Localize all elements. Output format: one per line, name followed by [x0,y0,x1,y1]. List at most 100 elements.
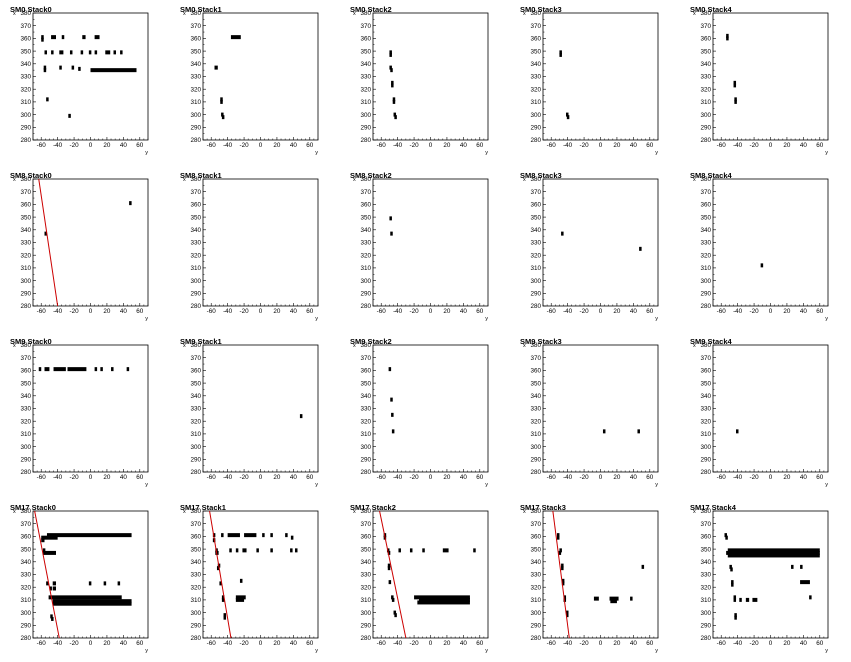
y-tick-label: 350 [530,546,541,553]
x-axis-label: y [825,648,828,654]
scatter-plot: 280 290 300 310 320 330 340 350 360 370 380 -60 -40-… [693,176,829,322]
y-tick-label: 380 [190,10,201,17]
data-point [41,538,45,543]
data-point [791,564,794,569]
y-tick-label: 360 [190,202,201,209]
y-tick-label: 280 [700,303,711,310]
y-tick-label: 330 [700,406,711,413]
panel-title: SM17 Stack4 [690,503,736,512]
plot-frame [372,178,489,307]
y-tick-label: 320 [700,418,711,425]
y-tick-label: 310 [20,99,31,106]
x-tick-label: 40 [630,142,638,149]
data-point [414,595,470,600]
data-point [734,99,737,104]
data-point [71,65,75,70]
x-tick-label: 40 [120,640,128,647]
data-point [739,597,742,602]
y-axis-label: x [183,11,186,17]
y-tick-label: 360 [700,36,711,43]
x-tick-label: 20 [103,308,111,315]
x-tick-label: -60 [547,474,557,481]
data-point [221,115,225,120]
data-point [566,610,569,615]
data-point [729,564,732,569]
y-tick-label: 380 [360,508,371,515]
data-point [736,429,739,434]
plot-panel: SM9 Stack1 280 290 300 310 320 330 340 350 360 370… [170,332,340,496]
plot-frame [372,344,489,473]
data-point [561,566,564,571]
y-tick-label: 370 [190,189,201,196]
x-tick-label: 60 [306,640,314,647]
y-axis-label: x [523,11,526,17]
x-tick-label: -40 [563,142,573,149]
x-axis-label: y [825,482,828,488]
data-point [117,581,121,586]
y-tick-label: 280 [530,137,541,144]
panel-title: SM0 Stack3 [520,5,562,14]
panel-title: SM9 Stack1 [180,337,222,346]
x-axis-label: y [485,648,488,654]
x-tick-label: -40 [223,308,233,315]
y-tick-label: 330 [360,406,371,413]
x-tick-label: -40 [53,474,63,481]
y-tick-label: 310 [530,431,541,438]
plot-frame [202,12,319,141]
x-tick-label: -40 [223,142,233,149]
plot-frame [712,178,829,307]
y-tick-label: 300 [700,610,711,617]
y-tick-label: 380 [700,10,711,17]
x-tick-label: -20 [580,474,590,481]
y-tick-label: 370 [530,521,541,528]
data-point [733,83,737,88]
plot-frame [32,510,149,639]
y-tick-label: 350 [190,48,201,55]
x-tick-label: -60 [37,142,47,149]
y-tick-label: 380 [530,342,541,349]
data-point [61,35,65,40]
scatter-plot: 280 290 300 310 320 330 340 350 360 370 380 -60 -40-… [523,10,659,156]
data-point [393,610,397,615]
data-point [78,66,81,71]
data-point [387,566,391,571]
data-point [733,595,737,600]
y-tick-label: 360 [360,36,371,43]
y-tick-label: 340 [190,61,201,68]
data-point [244,533,257,538]
y-tick-label: 380 [20,508,31,515]
data-point [88,50,92,55]
data-point [120,50,123,55]
y-tick-label: 310 [530,265,541,272]
plot-frame [32,12,149,141]
x-tick-label: -40 [733,474,743,481]
data-point [637,429,640,434]
scatter-plot: 280 290 300 310 320 330 340 350 360 370 380 -60 -40-… [353,10,489,156]
y-tick-label: 290 [190,457,201,464]
x-tick-label: -20 [410,308,420,315]
x-tick-label: 60 [476,142,484,149]
data-point [46,97,49,102]
data-point [731,580,734,585]
x-tick-label: -60 [717,308,727,315]
data-point [48,595,122,600]
x-tick-label: 0 [429,474,433,481]
x-tick-label: -40 [223,474,233,481]
data-point [105,50,111,55]
data-point [745,597,750,602]
y-tick-label: 310 [700,265,711,272]
y-tick-label: 300 [360,278,371,285]
y-tick-label: 320 [700,584,711,591]
plot-frame [542,510,659,639]
y-tick-label: 350 [360,380,371,387]
data-point [111,367,114,372]
x-tick-label: -40 [393,640,403,647]
x-axis-label: y [825,316,828,322]
x-tick-label: -20 [70,308,80,315]
y-tick-label: 340 [360,61,371,68]
y-tick-label: 290 [360,125,371,132]
data-point [44,231,47,236]
y-tick-label: 330 [20,74,31,81]
plot-frame [712,344,829,473]
y-tick-label: 300 [20,610,31,617]
